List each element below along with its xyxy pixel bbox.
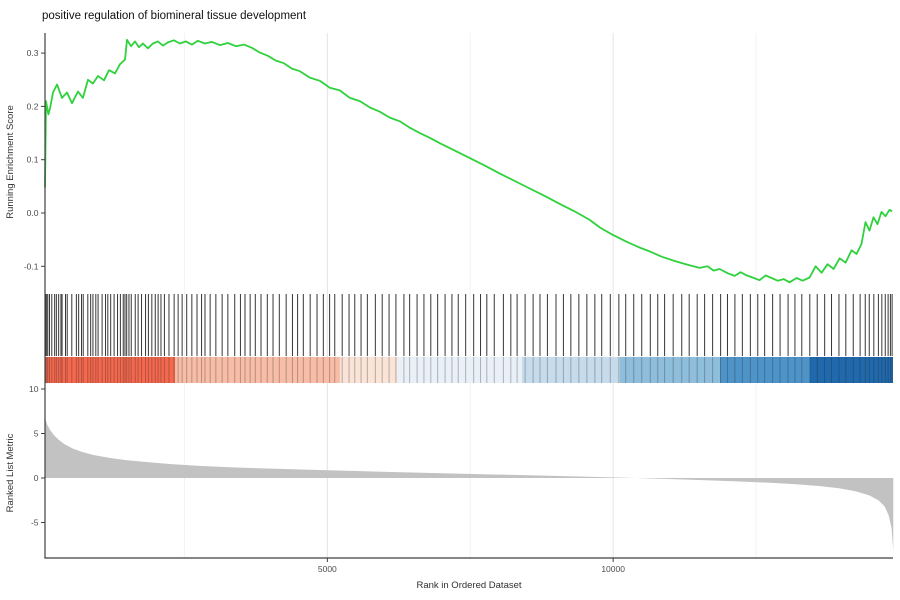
y-axis-label-running-score: Running Enrichment Score [5,105,16,219]
rank-band-segment [174,357,340,383]
rank-band-segment [521,357,621,383]
rank-band-segment [809,357,893,383]
y-tick-label-metric: 5 [34,429,39,439]
y-tick-label-metric: -5 [31,518,39,528]
y-axis-label-ranked-metric: Ranked List Metric [5,433,16,512]
y-tick-label-res: 0.3 [27,48,39,58]
rank-band-segment [396,357,522,383]
rank-band-segment [44,357,175,383]
chart-layers: 0.3 0.2 0.1 0.0 -0.1 10 5 0 -5 5000 10000 [24,33,894,574]
plot-title: positive regulation of biomineral tissue… [42,10,307,22]
y-tick-label-res: 0.2 [27,101,39,111]
y-tick-label-metric: 0 [34,473,39,483]
y-tick-label-res: 0.1 [27,155,39,165]
running-score-curve [44,38,893,284]
x-tick-label: 10000 [601,564,625,574]
rank-band-segment [620,357,720,383]
y-tick-label-res: -0.1 [24,261,39,271]
x-tick-label: 5000 [318,564,337,574]
x-axis-label: Rank in Ordered Dataset [416,580,521,591]
ranked-metric-area [44,417,894,551]
y-tick-label-res: 0.0 [27,208,39,218]
rank-band-segment [719,357,810,383]
y-tick-label-metric: 10 [29,384,39,394]
rank-band-segment [339,357,397,383]
